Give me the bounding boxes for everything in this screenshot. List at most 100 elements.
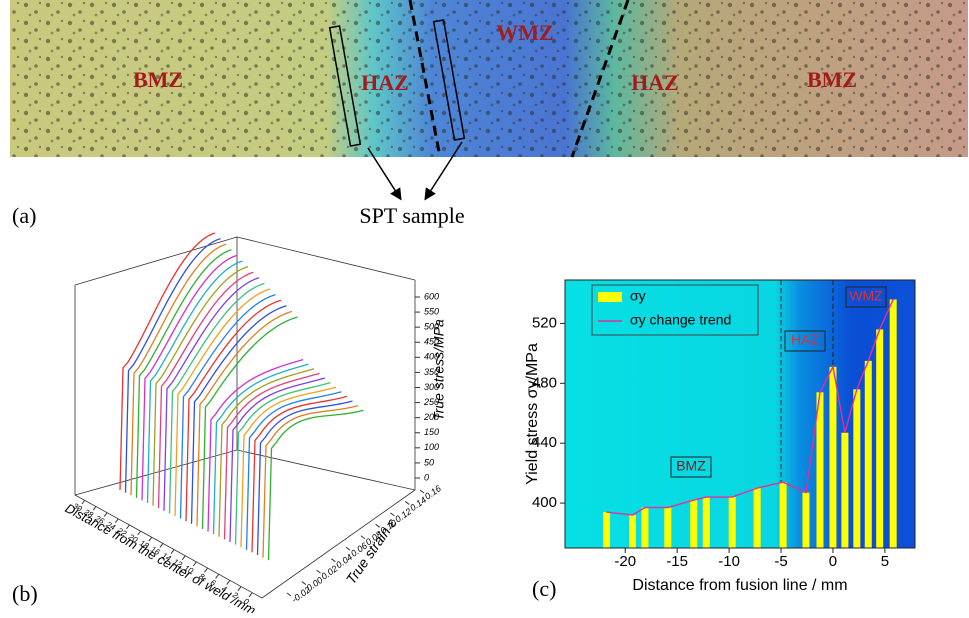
sample-outline [432,19,466,141]
stress-strain-curve [207,358,304,532]
plot-background [565,280,915,548]
panel-label: (a) [12,203,36,228]
y-tick [345,546,351,551]
arrow [367,147,402,201]
x-tick-label: -15 [666,553,688,570]
y-tick-label: 480 [532,374,557,391]
stress-strain-curve [196,310,293,527]
stress-strain-curve [240,386,337,548]
z-tick-label: 350 [424,367,439,377]
bar [728,497,736,548]
stress-strain-curve [124,237,221,493]
bar [779,482,787,548]
stress-strain-curve [135,249,232,498]
z-tick-label: 150 [424,427,439,437]
bar [853,389,861,548]
y-tick [331,558,336,563]
z-tick-label: 600 [424,291,439,301]
x-tick [148,536,153,542]
specimen-texture [10,0,968,157]
z-tick-label: 50 [424,457,434,467]
y-tick [286,592,292,597]
legend-label: σy change trend [630,312,731,328]
z-tick-label: 250 [423,397,439,407]
bar [876,329,884,548]
annotation: HAZ [791,332,819,348]
stress-strain-curve [212,363,309,535]
stress-strain-curve [267,409,364,561]
bar [702,497,710,548]
x-tick-label: 22 [115,526,129,539]
panel-label: (b) [12,581,38,606]
y-tick [390,512,395,517]
caption: SPT sample [359,203,464,228]
stress-strain-curve [152,265,249,506]
x-tick [137,530,142,536]
x-tick [115,518,119,523]
stress-strain-curve [168,282,265,514]
z-axis-label: True stress/MPa [431,319,447,421]
stress-strain-curve [218,368,315,537]
zone-label: WMZ [496,20,553,45]
x-tick-label: 5 [881,553,889,570]
bar [841,432,849,548]
x-axis-label: Distance from fusion line / mm [632,577,847,594]
x-tick [237,586,242,592]
z-tick-label: 0 [424,472,429,482]
x-tick [103,512,108,517]
zone-label: BMZ [133,67,183,92]
bar [829,366,837,548]
x-tick [181,555,186,561]
z-tick-label: 450 [424,337,439,347]
annotation: WMZ [849,288,883,304]
bar [753,488,761,548]
fusion-line [570,0,630,158]
stress-strain-curve [146,260,243,504]
x-tick [170,549,175,554]
x-tick [226,580,231,585]
bar [603,512,611,548]
x-tick [192,561,197,567]
bar [664,507,672,548]
bar [802,492,810,548]
legend-label: σy [630,288,646,304]
stress-strain-curve [262,404,359,558]
stress-strain-curve [229,377,326,543]
arrow [424,141,463,201]
panel-b: 050100150200250300350400450500550600-0.0… [12,232,447,618]
stress-strain-curve [201,316,298,530]
panel-c: -20 -15 -10 -5 0 5 400 440 480 520 Distance from f… [524,279,916,601]
annotation-box [784,330,826,352]
y-tick-label: 400 [532,494,557,511]
zone-label: HAZ [361,70,409,95]
bar [629,515,637,548]
x-tick [81,499,86,505]
stress-strain-curve [141,254,238,501]
y-axis-label: Yield stress σy/MPa [524,343,541,485]
stress-strain-curve [185,299,282,522]
stress-strain-curve [190,305,287,524]
panel-a: BMZ HAZ WMZ HAZ BMZ (a) SPT sample [10,0,968,228]
stress-strain-curve [163,277,260,511]
z-tick-label: 500 [424,322,439,332]
x-axis-label: Distance from the center of weld /mm [63,500,259,613]
x-tick-label: 8 [198,572,207,582]
annotation: BMZ [676,458,706,474]
trend-line [606,299,894,516]
x-tick [204,567,208,573]
bar [816,392,824,548]
stress-strain-curve [179,293,276,519]
stress-strain-curve [251,395,348,553]
bar [641,507,649,548]
y-tick [316,569,321,574]
x-tick [92,505,97,511]
stress-strain-curve [119,232,216,491]
stress-strain-curve [234,381,331,545]
x-tick-label: 6 [209,578,218,588]
x-tick [159,543,164,548]
z-tick-label: 200 [423,412,439,422]
y-tick [375,523,380,528]
stress-strain-curve [256,400,353,556]
bar [889,299,897,548]
z-tick-label: 100 [424,442,439,452]
